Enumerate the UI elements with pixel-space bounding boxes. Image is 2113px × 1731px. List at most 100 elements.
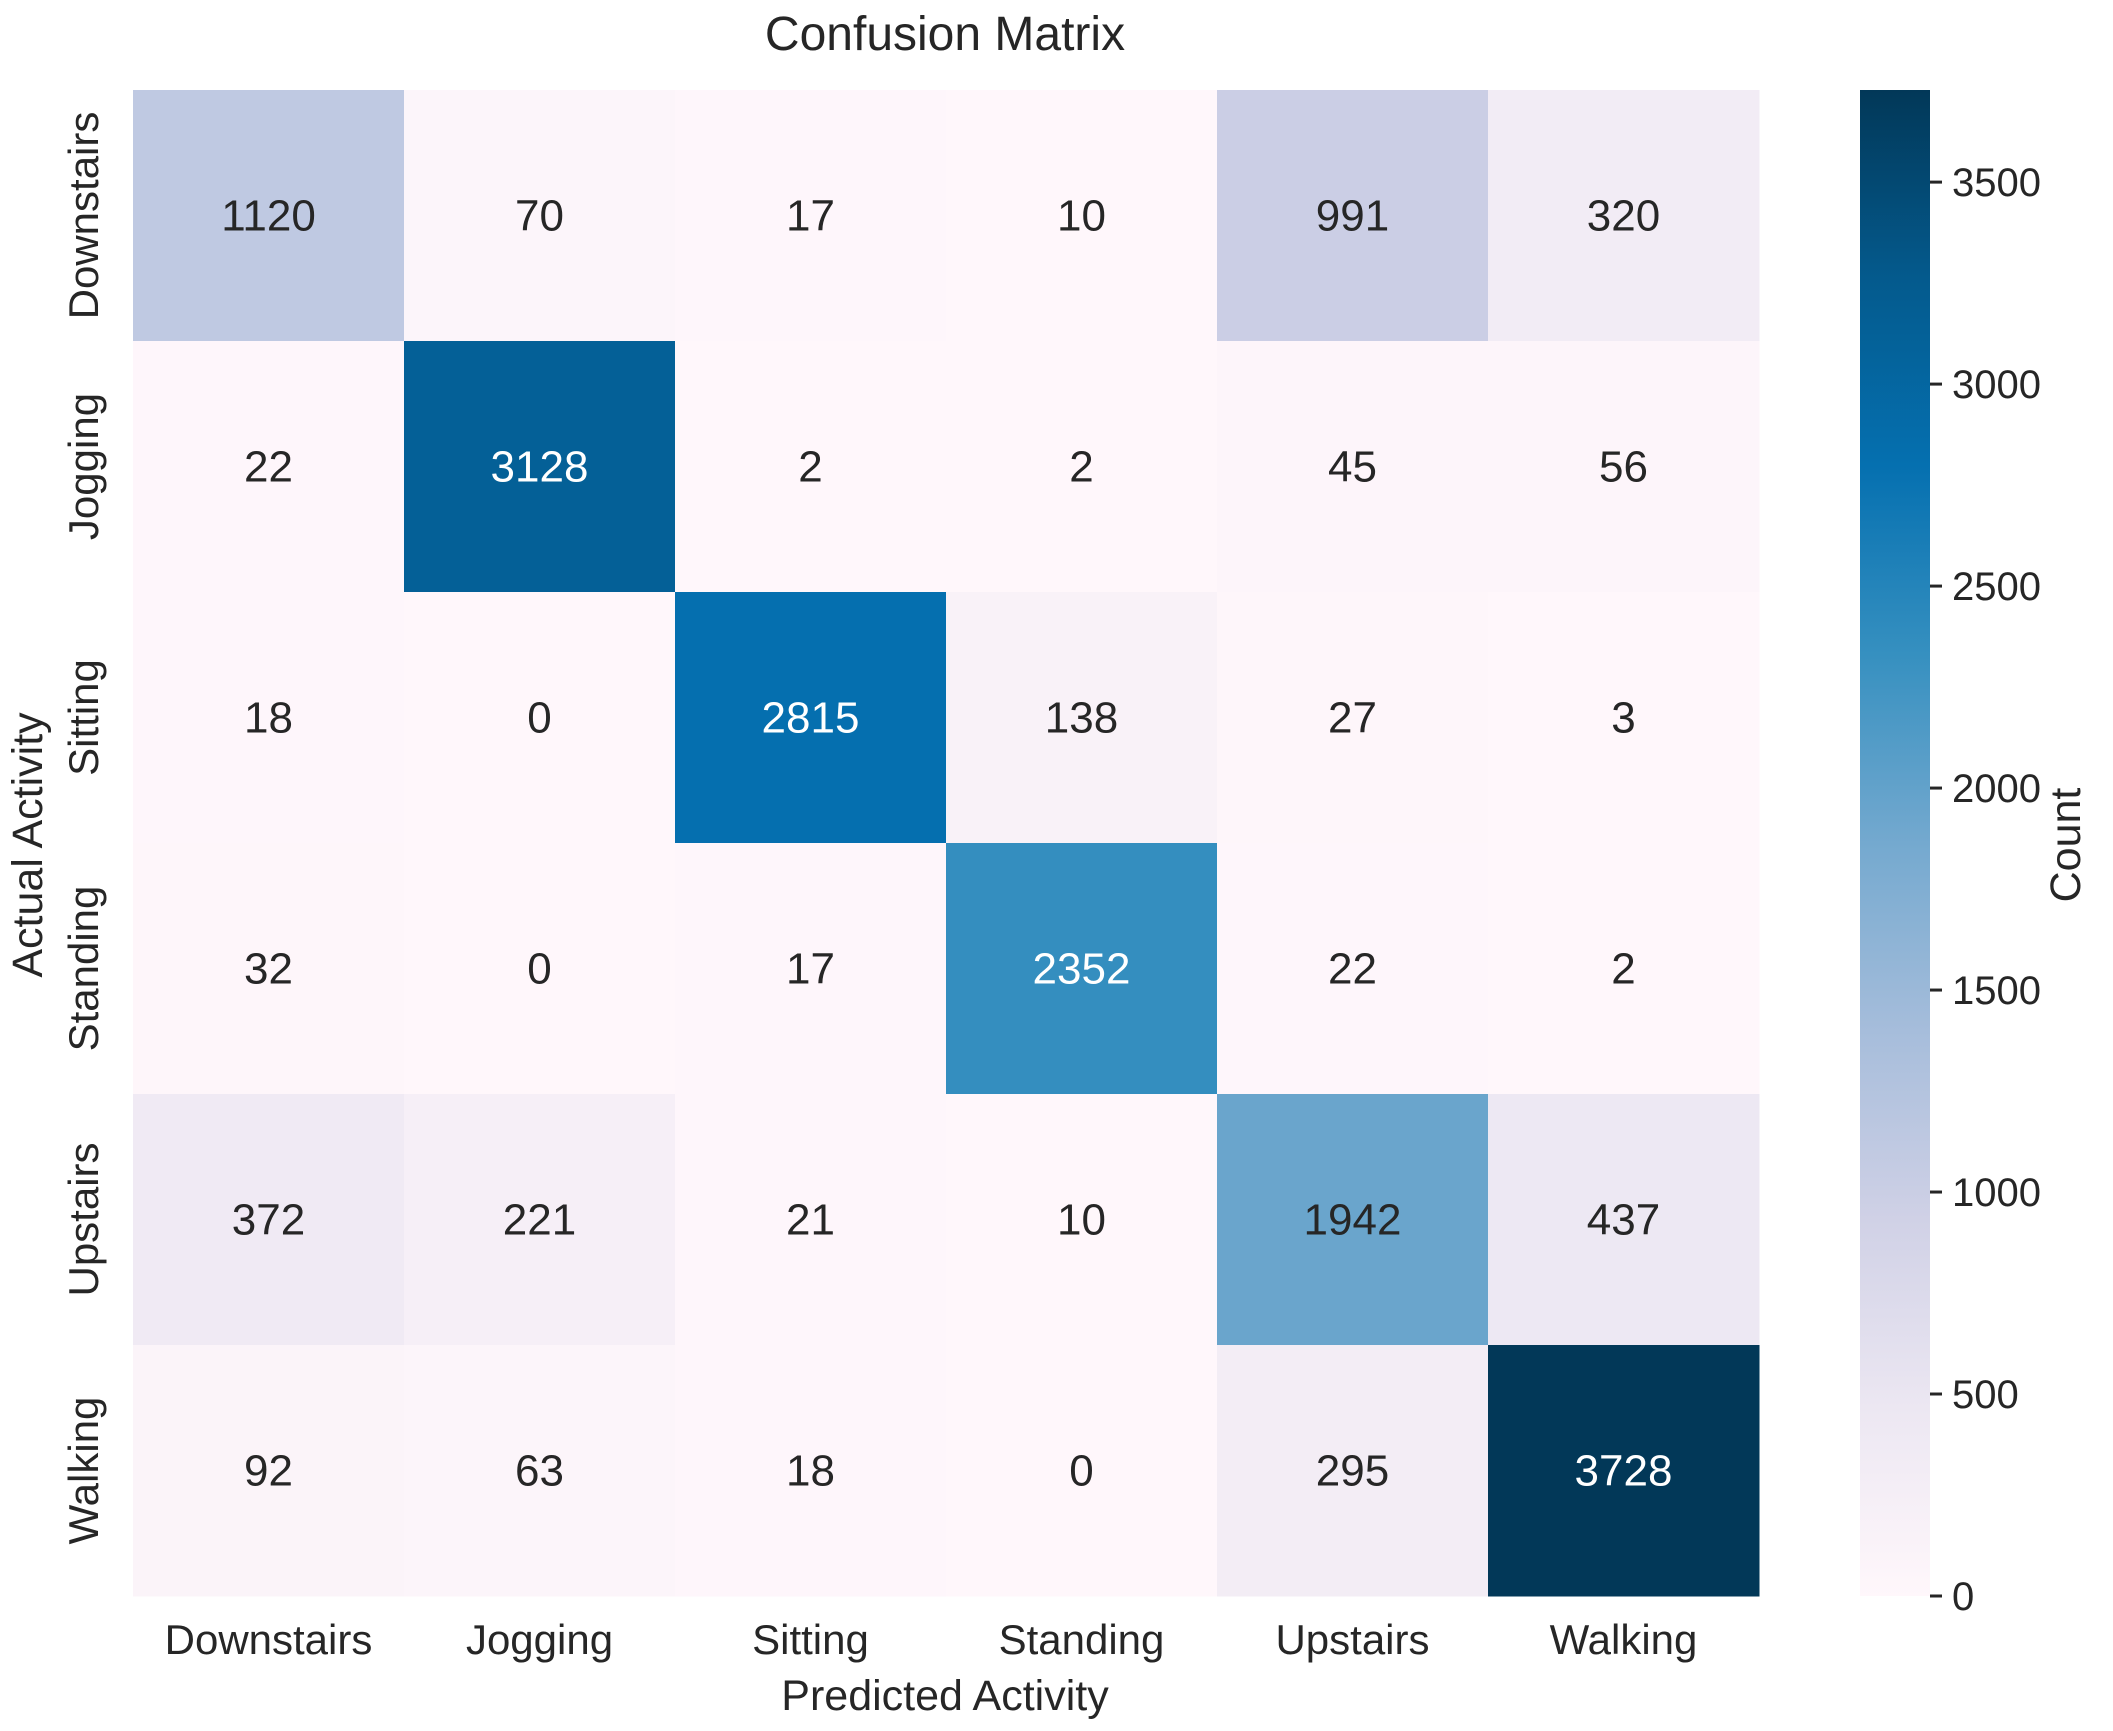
cell-value-label: 18: [244, 694, 293, 743]
cell-value-label: 0: [1069, 1447, 1093, 1496]
cell-value-label: 372: [232, 1196, 305, 1245]
cell-value-label: 3: [1611, 694, 1635, 743]
heatmap-cell: [946, 592, 1218, 844]
colorbar-tick-label: 500: [1952, 1373, 2019, 1417]
heatmap-cell: [1488, 592, 1760, 844]
cell-value-label: 2: [798, 443, 822, 492]
y-tick-label: Jogging: [60, 393, 107, 540]
cell-value-label: 991: [1316, 192, 1389, 241]
heatmap-cell: [1488, 341, 1760, 593]
colorbar-tick-label: 0: [1952, 1575, 1974, 1619]
heatmap-cell: [133, 592, 405, 844]
y-tick-label: Standing: [60, 886, 107, 1052]
cell-value-label: 221: [503, 1196, 576, 1245]
cell-value-label: 10: [1057, 1196, 1106, 1245]
cell-value-label: 1120: [221, 192, 316, 241]
cell-value-label: 45: [1328, 443, 1377, 492]
colorbar-tick-label: 2000: [1952, 767, 2041, 811]
y-tick-label: Sitting: [60, 659, 107, 776]
cell-value-label: 138: [1045, 694, 1118, 743]
heatmap-cell: [1217, 341, 1489, 593]
cell-value-label: 27: [1328, 694, 1377, 743]
heatmap-cell: [946, 1094, 1218, 1346]
cell-value-label: 17: [786, 945, 835, 994]
x-tick-label: Upstairs: [1275, 1616, 1429, 1663]
heatmap-cell: [404, 90, 676, 342]
colorbar-tick-label: 3000: [1952, 363, 2041, 407]
y-tick-labels: Downstairs Jogging Sitting Standing Upstairs…: [60, 112, 107, 1545]
x-tick-label: Sitting: [752, 1616, 869, 1663]
heatmap-cell: [1488, 1094, 1760, 1346]
cell-value-label: 18: [786, 1447, 835, 1496]
heatmap-cell: [404, 592, 676, 844]
heatmap-cell: [675, 843, 947, 1095]
cell-value-label: 21: [786, 1196, 835, 1245]
x-tick-label: Walking: [1550, 1616, 1698, 1663]
cell-value-label: 3728: [1575, 1447, 1673, 1496]
heatmap-cell: [1488, 843, 1760, 1095]
cell-value-label: 437: [1587, 1196, 1660, 1245]
cell-value-label: 3128: [491, 443, 589, 492]
heatmap-cell: [1488, 90, 1760, 342]
heatmap-cell: [404, 341, 676, 593]
heatmap-cell: [946, 843, 1218, 1095]
heatmap-cell: [946, 1345, 1218, 1597]
heatmap-cell: [133, 1345, 405, 1597]
heatmap-cell: [1217, 1094, 1489, 1346]
heatmap-cell: [404, 1345, 676, 1597]
heatmap-cell: [675, 341, 947, 593]
heatmap-cell: [946, 341, 1218, 593]
colorbar-gradient: [1860, 90, 1930, 1596]
chart-title: Confusion Matrix: [765, 8, 1125, 61]
cell-value-label: 70: [515, 192, 564, 241]
cell-value-label: 0: [527, 945, 551, 994]
heatmap-cell: [133, 843, 405, 1095]
cell-value-label: 22: [1328, 945, 1377, 994]
heatmap-cell: [675, 592, 947, 844]
colorbar-tick-label: 1000: [1952, 1171, 2041, 1215]
x-tick-label: Jogging: [466, 1616, 613, 1663]
y-tick-label: Upstairs: [60, 1142, 107, 1296]
heatmap-cell: [404, 1094, 676, 1346]
cell-value-label: 22: [244, 443, 293, 492]
x-tick-label: Downstairs: [165, 1616, 373, 1663]
heatmap-cell: [946, 90, 1218, 342]
heatmap-cell: [1217, 1345, 1489, 1597]
heatmap-cell: [675, 90, 947, 342]
cell-value-label: 56: [1599, 443, 1648, 492]
heatmap-cell: [675, 1094, 947, 1346]
x-tick-label: Standing: [999, 1616, 1165, 1663]
heatmap-cell: [1488, 1345, 1760, 1597]
cell-value-label: 320: [1587, 192, 1660, 241]
heatmap-cell: [1217, 90, 1489, 342]
heatmap-cell: [133, 90, 405, 342]
heatmap-cell: [133, 1094, 405, 1346]
x-axis-label: Predicted Activity: [781, 1672, 1109, 1720]
cell-value-label: 32: [244, 945, 293, 994]
heatmap-cell: [133, 341, 405, 593]
heatmap-cell: [404, 843, 676, 1095]
heatmap-cell: [675, 1345, 947, 1597]
colorbar-tick-label: 3500: [1952, 161, 2041, 205]
y-tick-label: Walking: [60, 1397, 107, 1545]
cell-value-label: 295: [1316, 1447, 1389, 1496]
cell-value-label: 1942: [1304, 1196, 1402, 1245]
cell-value-label: 92: [244, 1447, 293, 1496]
cell-value-label: 17: [786, 192, 835, 241]
colorbar-tick-label: 2500: [1952, 565, 2041, 609]
y-axis-label: Actual Activity: [4, 712, 52, 978]
colorbar: 0 500 1000 1500 2000 2500 3000 3500: [1860, 90, 2041, 1619]
y-tick-label: Downstairs: [60, 112, 107, 320]
cell-value-label: 2: [1611, 945, 1635, 994]
cell-value-label: 2352: [1033, 945, 1131, 994]
x-tick-labels: Downstairs Jogging Sitting Standing Upstairs…: [165, 1616, 1698, 1663]
colorbar-tick-label: 1500: [1952, 969, 2041, 1013]
cell-value-label: 10: [1057, 192, 1106, 241]
cell-value-label: 2: [1069, 443, 1093, 492]
cell-value-label: 63: [515, 1447, 564, 1496]
cell-value-label: 0: [527, 694, 551, 743]
heatmap-cell: [1217, 592, 1489, 844]
cell-value-label: 2815: [762, 694, 860, 743]
